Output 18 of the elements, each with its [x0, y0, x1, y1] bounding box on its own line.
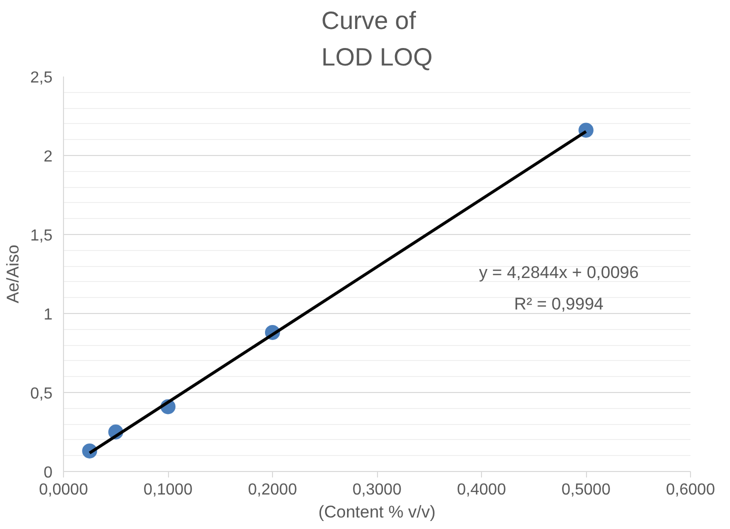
annotation: R² = 0,9994: [514, 294, 604, 314]
x-tick-label: 0,6000: [666, 482, 716, 498]
y-tick-label: 1,5: [30, 228, 53, 244]
x-tick-label: 0,1000: [144, 482, 193, 498]
y-tick-label: 2,5: [30, 70, 53, 86]
annotation: y = 4,2844x + 0,0096: [478, 262, 639, 282]
y-tick-label: 0: [44, 464, 53, 482]
x-tick-label: 0,4000: [457, 482, 506, 498]
x-axis-title: (Content % v/v): [318, 502, 436, 522]
y-tick-label: 2: [44, 148, 53, 166]
chart-title: Curve of LOD LOQ: [321, 7, 433, 72]
y-tick-label: 0,5: [30, 386, 53, 402]
x-tick-label: 0,3000: [352, 482, 402, 498]
y-tick-label: 1: [44, 306, 53, 324]
x-tick-label: 0,5000: [562, 482, 611, 498]
x-tick-label: 0,0000: [39, 482, 88, 498]
y-axis-title: Ae/Aiso: [3, 244, 22, 304]
x-tick-label: 0,2000: [248, 482, 298, 498]
